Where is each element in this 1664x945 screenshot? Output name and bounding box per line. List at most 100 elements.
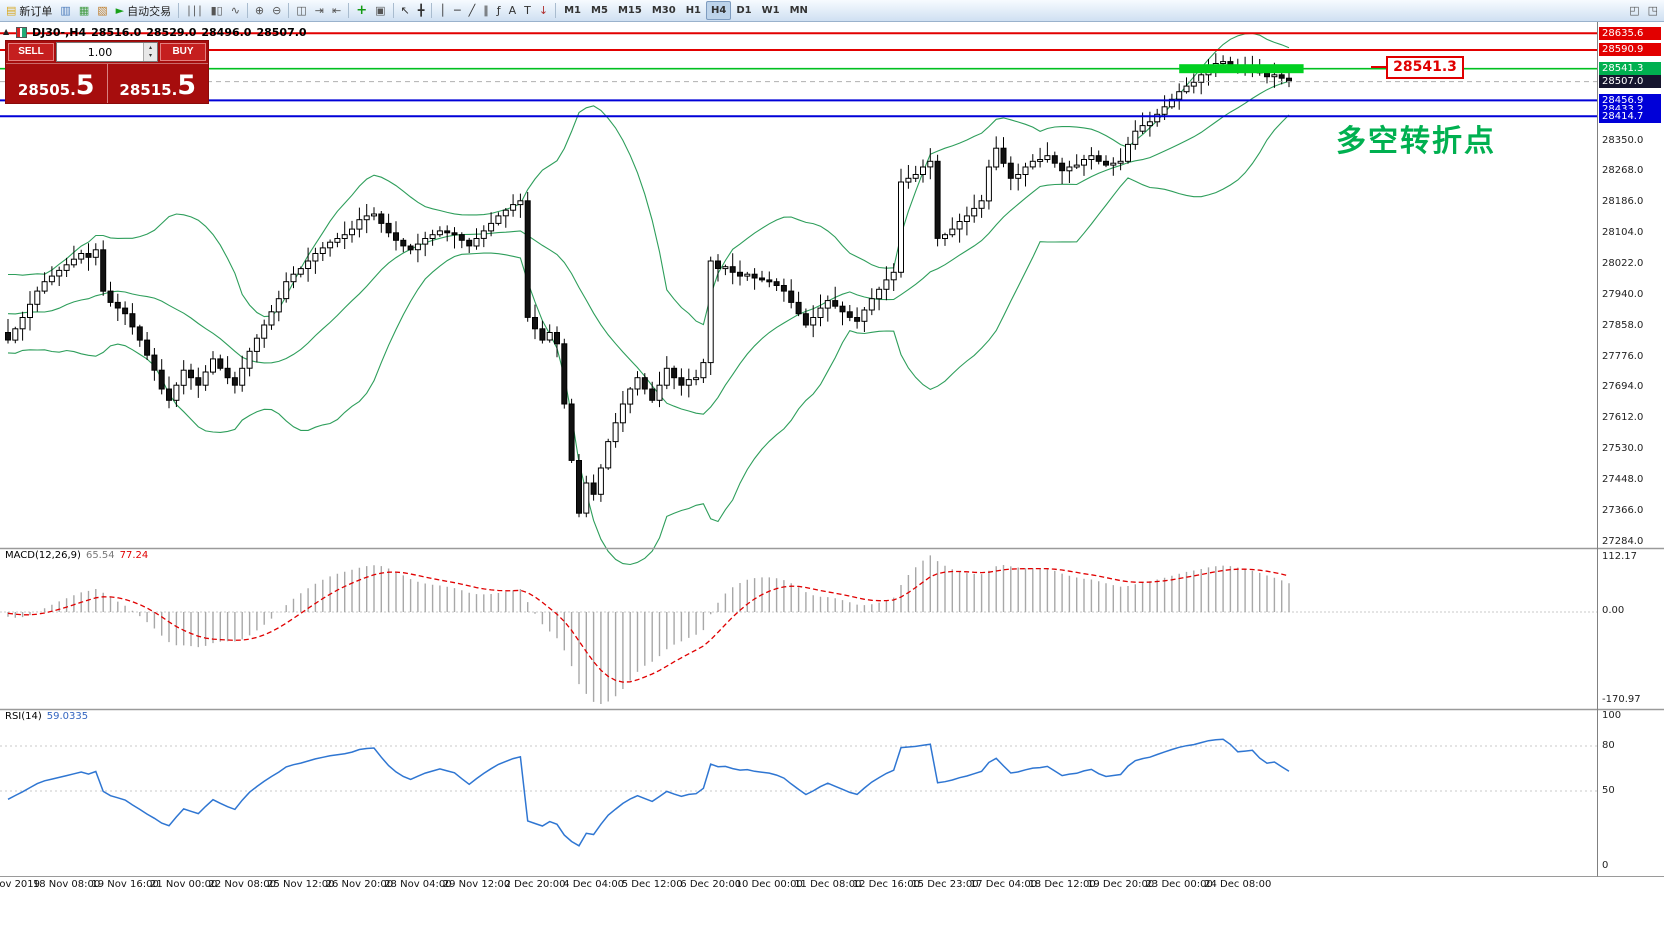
dock-left-icon: ◰ — [1629, 4, 1640, 17]
charts-window-button[interactable]: ▥ — [56, 1, 74, 20]
timeframe-mn-button[interactable]: MN — [785, 1, 813, 20]
auto-scroll-button[interactable]: ⇥ — [311, 1, 328, 20]
horizontal-line-icon: ─ — [453, 4, 461, 17]
bar-chart-button[interactable]: ∣∣∣ — [182, 1, 207, 20]
candlestick-chart-button[interactable]: ▮▯ — [207, 1, 227, 20]
timeframe-h1-button[interactable]: H1 — [681, 1, 706, 20]
timeframe-m30-button[interactable]: M30 — [647, 1, 681, 20]
text-button[interactable]: A — [505, 1, 521, 20]
price-axis-label: 28104.0 — [1602, 227, 1644, 239]
charts-window-icon: ▥ — [60, 4, 71, 17]
indicators-button[interactable]: + — [352, 1, 371, 20]
templates-button[interactable]: ▣ — [371, 1, 389, 20]
rsi-scale-label: 100 — [1602, 710, 1622, 721]
chart-text-annotation[interactable]: 多空转折点 — [1336, 124, 1496, 159]
price-axis-label: 28186.0 — [1602, 196, 1644, 208]
macd-histogram — [7, 555, 1290, 704]
time-axis-label: 11 Dec 08:00 — [794, 879, 862, 890]
toolbar-separator — [392, 3, 394, 18]
price-axis-label: 27858.0 — [1602, 319, 1644, 331]
price-axis-label: 28350.0 — [1602, 134, 1644, 146]
trendline-button[interactable]: ╱ — [465, 1, 480, 20]
time-axis-label: 17 Dec 04:00 — [969, 879, 1038, 890]
autotrading-label: 自动交易 — [127, 4, 172, 18]
macd-signal-value: 77.24 — [119, 550, 149, 561]
macd-scale-bottom: -170.97 — [1602, 694, 1641, 705]
bollinger-lower-band — [7, 114, 1290, 566]
chart-symbol-icon — [16, 27, 27, 38]
price-callout-label[interactable]: 28541.3 — [1386, 56, 1464, 79]
chart-shift-button[interactable]: ⇤ — [328, 1, 345, 20]
price-axis-label: 27694.0 — [1602, 381, 1644, 393]
autotrading-button[interactable]: ► 自动交易 — [112, 1, 175, 20]
navigator-icon: ▧ — [97, 4, 108, 17]
navigator-button[interactable]: ▧ — [93, 1, 111, 20]
ohlc-high: 28529.0 — [146, 26, 197, 39]
text-label-button[interactable]: T — [520, 1, 535, 20]
horizontal-line-button[interactable]: ─ — [450, 1, 465, 20]
time-axis-label: 29 Nov 12:00 — [442, 879, 511, 890]
timeframe-w1-button[interactable]: W1 — [757, 1, 785, 20]
zoom-out-button[interactable]: ⊖ — [268, 1, 285, 20]
text-label-icon: T — [524, 4, 531, 17]
highlight-zone[interactable] — [1179, 64, 1304, 74]
equidistant-channel-icon: ∥ — [483, 4, 489, 17]
lot-decrease-button[interactable]: ▾ — [148, 52, 152, 59]
lot-size-field: ▴ ▾ — [56, 42, 158, 62]
timeframe-d1-button[interactable]: D1 — [731, 1, 756, 20]
fibonacci-button[interactable]: ƒ — [493, 1, 505, 20]
lot-size-input[interactable] — [57, 45, 143, 59]
dock-left-button[interactable]: ◰ — [1625, 1, 1643, 20]
sell-price-button[interactable]: 28505. 5 — [6, 64, 107, 103]
cursor-button[interactable]: ↖ — [397, 1, 414, 20]
crosshair-button[interactable]: ╋ — [414, 1, 429, 20]
chart-symbol-period: DJ30-,H4 — [32, 26, 87, 39]
chart-shift-icon: ⇤ — [331, 4, 342, 17]
rsi-scale-label: 50 — [1602, 785, 1615, 796]
price-axis-label: 27530.0 — [1602, 443, 1644, 455]
line-chart-button[interactable]: ∿ — [227, 1, 244, 20]
price-marker-label: 28541.3 — [1599, 62, 1661, 76]
text-icon: A — [508, 4, 517, 17]
toolbar-separator — [246, 3, 248, 18]
price-axis-label: 27776.0 — [1602, 350, 1644, 362]
sell-button[interactable]: SELL — [8, 43, 54, 61]
dock-right-button[interactable]: ◳ — [1644, 1, 1662, 20]
zoom-in-button[interactable]: ⊕ — [251, 1, 268, 20]
candlestick-series — [5, 61, 1292, 514]
buy-button[interactable]: BUY — [160, 43, 206, 61]
toolbar-separator — [178, 3, 180, 18]
toolbar: ▤ 新订单 ▥ ▦ ▧ ► 自动交易 ∣∣∣ ▮▯ ∿ ⊕ ⊖ ◫ ⇥ ⇤ + ▣ ↖ ╋ │ ─ ╱ ∥ ƒ A T ↓ M1 M5 M… — [0, 0, 1664, 22]
new-order-button[interactable]: ▤ 新订单 — [2, 1, 56, 20]
vertical-line-button[interactable]: │ — [435, 1, 450, 20]
price-marker-label: 28414.7 — [1599, 109, 1661, 123]
timeframe-m15-button[interactable]: M15 — [613, 1, 647, 20]
timeframe-m5-button[interactable]: M5 — [586, 1, 613, 20]
ohlc-open: 28516.0 — [91, 26, 142, 39]
timeframe-h4-button[interactable]: H4 — [706, 1, 732, 20]
ohlc-close: 28507.0 — [256, 26, 307, 39]
lot-increase-button[interactable]: ▴ — [148, 44, 152, 51]
price-axis-label: 27612.0 — [1602, 412, 1644, 424]
price-marker-label: 28635.6 — [1599, 26, 1661, 40]
new-order-icon: ▤ — [6, 4, 17, 17]
time-axis-label: 12 Dec 16:00 — [852, 879, 921, 890]
one-click-collapse-icon[interactable]: ▲ — [3, 27, 10, 36]
market-watch-button[interactable]: ▦ — [75, 1, 93, 20]
arrows-button[interactable]: ↓ — [535, 1, 552, 20]
buy-price-button[interactable]: 28515. 5 — [108, 64, 209, 103]
zoom-out-icon: ⊖ — [272, 4, 282, 17]
indicators-icon: + — [356, 3, 368, 18]
time-axis-label: 25 Nov 12:00 — [267, 879, 335, 890]
price-axis-label: 27448.0 — [1602, 474, 1644, 486]
arrows-icon: ↓ — [538, 4, 549, 17]
equidistant-channel-button[interactable]: ∥ — [479, 1, 493, 20]
rsi-scale-label: 0 — [1602, 860, 1609, 871]
time-axis-label: 26 Nov 20:00 — [325, 879, 394, 890]
time-axis-label: 5 Dec 12:00 — [621, 879, 683, 890]
tile-windows-button[interactable]: ◫ — [292, 1, 310, 20]
timeframe-m1-button[interactable]: M1 — [559, 1, 586, 20]
time-axis-label: 28 Nov 04:00 — [384, 879, 452, 890]
rsi-name: RSI(14) — [5, 711, 42, 722]
